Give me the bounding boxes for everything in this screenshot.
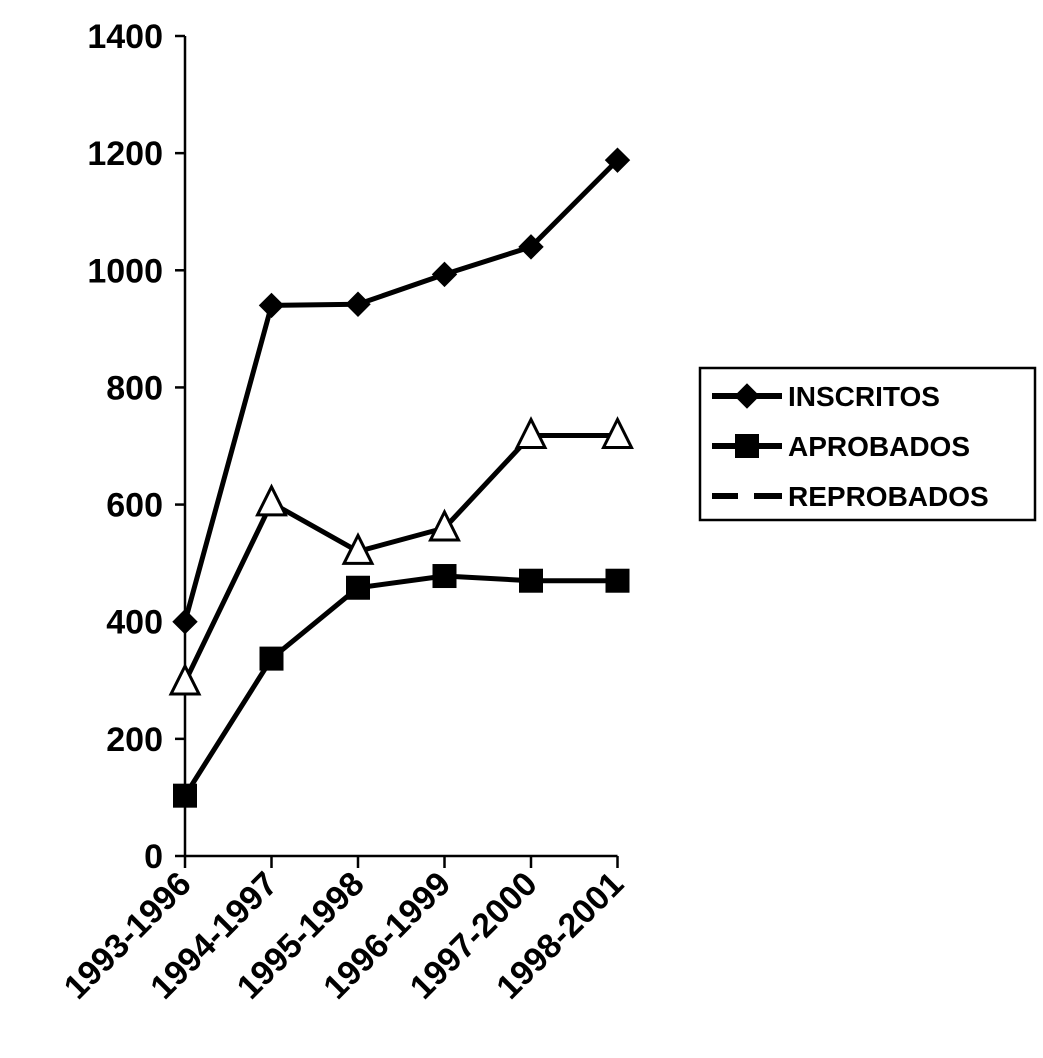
series-aprobados xyxy=(173,564,630,808)
data-point-triangle xyxy=(341,532,375,565)
data-point-diamond xyxy=(258,292,285,319)
y-tick-label: 1400 xyxy=(87,18,163,56)
legend-marker-square xyxy=(735,434,759,458)
data-point-triangle xyxy=(255,483,288,517)
legend-item: REPROBADOS xyxy=(712,481,989,512)
y-tick-label: 1000 xyxy=(87,252,163,290)
data-point-square xyxy=(346,575,370,600)
series-line xyxy=(182,432,618,684)
y-tick-label: 0 xyxy=(144,838,163,876)
data-point-triangle xyxy=(601,416,634,449)
series-line xyxy=(182,573,618,798)
legend-marker-diamond xyxy=(734,383,760,409)
legend-label: REPROBADOS xyxy=(788,481,989,512)
series-line xyxy=(182,158,620,623)
axes: 02004006008001000120014001993-19961994-1… xyxy=(57,18,631,1007)
data-point-diamond xyxy=(518,234,544,260)
legend-item: APROBADOS xyxy=(712,431,970,462)
data-point-diamond xyxy=(172,609,198,635)
data-point-diamond xyxy=(604,147,631,173)
data-point-square xyxy=(259,646,284,671)
data-point-triangle xyxy=(514,416,548,449)
data-point-diamond xyxy=(345,291,371,317)
data-point-triangle xyxy=(428,508,461,542)
legend-label: APROBADOS xyxy=(788,431,970,462)
data-point-diamond xyxy=(431,261,458,288)
legend: INSCRITOS APROBADOS REPROBADOS xyxy=(698,366,1037,522)
y-tick-label: 600 xyxy=(106,487,163,525)
y-tick-label: 400 xyxy=(106,604,163,642)
series-group xyxy=(168,147,634,808)
y-tick-label: 800 xyxy=(106,369,163,407)
data-point-square xyxy=(173,783,197,808)
data-point-square xyxy=(432,564,457,589)
data-point-square xyxy=(519,568,543,593)
data-point-triangle xyxy=(168,662,202,696)
legend-item: INSCRITOS xyxy=(712,381,940,412)
y-tick-label: 200 xyxy=(106,721,163,759)
series-reprobados xyxy=(168,416,634,696)
series-inscritos xyxy=(172,147,631,635)
data-point-square xyxy=(605,568,630,593)
legend-label: INSCRITOS xyxy=(788,381,940,412)
y-tick-label: 1200 xyxy=(87,135,163,173)
